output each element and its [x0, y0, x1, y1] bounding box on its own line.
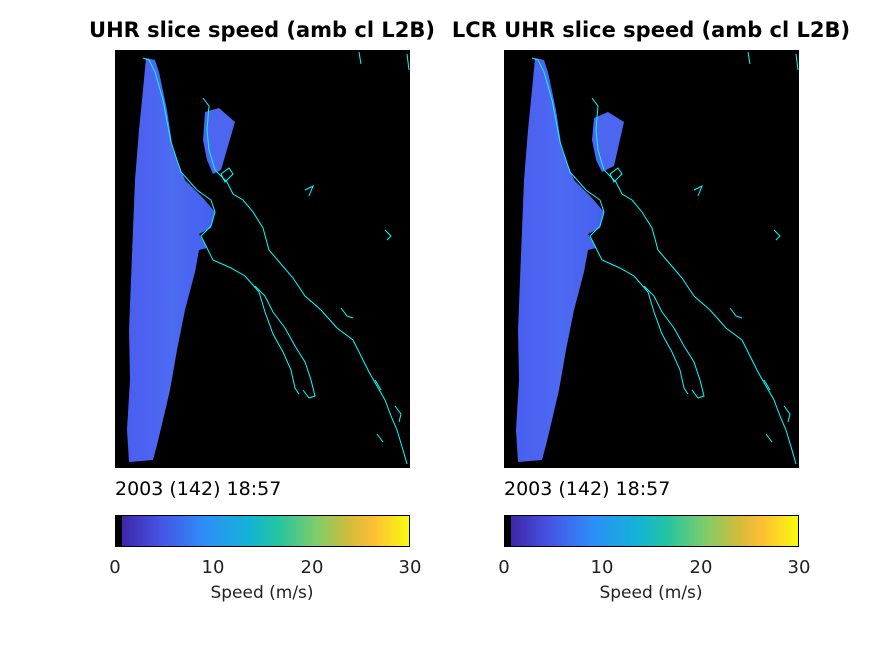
panel-2-map-svg: [516, 51, 799, 465]
panel-2-coastline: [531, 51, 799, 465]
panel-1-colorbar-label: Speed (m/s): [210, 583, 314, 603]
panel-1-wind-swath: [127, 58, 215, 462]
panel-2-date-label: 2003 (142) 18:57: [504, 478, 671, 500]
panel-1-colorbar: [115, 515, 410, 547]
panel-1-title: UHR slice speed (amb cl L2B): [89, 18, 435, 42]
panel-2-tick-0: 0: [498, 557, 510, 578]
panel-1-tick-10: 10: [201, 557, 225, 578]
panel-1-map-svg: [127, 51, 410, 465]
panel-2-colorbar-svg: [505, 516, 798, 546]
panel-1-coastline: [142, 51, 410, 465]
panel-1-wind-map: [115, 50, 410, 468]
panel-2-wind-swath: [516, 58, 604, 462]
panel-2-wind-map: [504, 50, 799, 468]
panel-1-colorbar-svg: [116, 516, 409, 546]
panel-2-colorbar: [504, 515, 799, 547]
panel-2-tick-20: 20: [689, 557, 713, 578]
panel-1-tick-30: 30: [398, 557, 422, 578]
panel-1-tick-20: 20: [300, 557, 324, 578]
panel-2-colorbar-label: Speed (m/s): [599, 583, 703, 603]
panel-1-tick-0: 0: [109, 557, 121, 578]
panel-1-date-label: 2003 (142) 18:57: [115, 478, 282, 500]
panel-2-tick-30: 30: [787, 557, 811, 578]
panel-2-tick-10: 10: [590, 557, 614, 578]
panel-2-title: LCR UHR slice speed (amb cl L2B): [451, 18, 851, 42]
